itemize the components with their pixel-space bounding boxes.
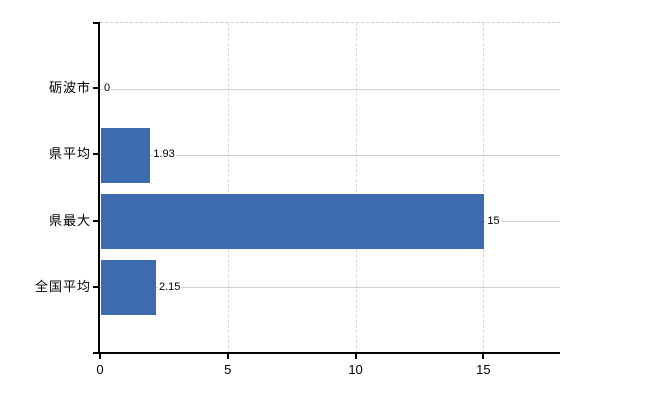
- bar: [101, 194, 485, 250]
- x-axis-tick-label: 10: [348, 362, 363, 377]
- gridline-vertical: [483, 23, 485, 353]
- x-axis-tick: [99, 353, 101, 359]
- gridline-vertical: [227, 23, 229, 353]
- gridline-horizontal: [100, 287, 560, 289]
- value-label: 2.15: [157, 280, 182, 294]
- category-axis-label: 砺波市: [48, 80, 91, 96]
- gridline-vertical: [355, 23, 357, 353]
- y-axis-end-tick: [93, 22, 100, 24]
- bar: [101, 127, 151, 183]
- value-label: 15: [486, 214, 501, 228]
- x-axis-tick: [482, 353, 485, 359]
- y-axis-tick: [93, 153, 100, 156]
- value-label: 0: [103, 82, 112, 96]
- x-axis-tick-label: 15: [476, 362, 491, 377]
- bar: [101, 260, 156, 316]
- y-axis-line: [98, 22, 100, 353]
- y-axis-tick: [93, 87, 100, 90]
- category-axis-label: 全国平均: [34, 278, 91, 294]
- gridline-horizontal: [100, 154, 560, 156]
- y-axis-tick: [93, 219, 100, 222]
- y-axis-tick: [93, 285, 100, 288]
- gridline-horizontal: [100, 88, 560, 90]
- x-axis-tick: [226, 353, 229, 359]
- category-axis-label: 県最大: [48, 212, 91, 228]
- x-axis-line: [93, 352, 560, 354]
- plot-area: 0 1.93 15 2.15: [100, 22, 560, 353]
- x-axis-tick: [354, 353, 357, 359]
- value-label: 1.93: [152, 148, 176, 162]
- x-axis-tick-label: 5: [224, 362, 232, 377]
- x-axis-tick-label: 0: [96, 362, 104, 377]
- category-axis-label: 県平均: [48, 146, 91, 162]
